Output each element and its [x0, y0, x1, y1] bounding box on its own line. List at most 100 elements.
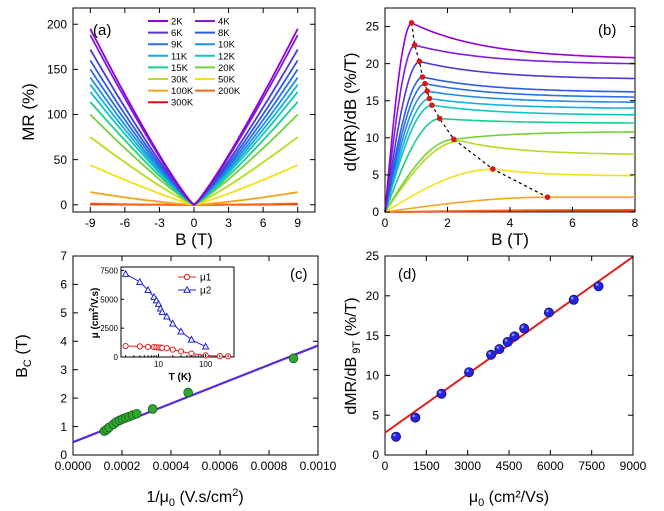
pb-ytick-label: 15: [366, 94, 380, 108]
inset-marker-μ2: [158, 307, 167, 315]
inset-ytick-label: 2500: [100, 324, 118, 333]
peak-marker: [416, 58, 423, 65]
pc-ytick-label: 2: [60, 391, 67, 405]
pc-ytick-label: 7: [60, 249, 67, 263]
dmr-curve-11K: [384, 97, 635, 213]
data-point-d: [519, 323, 530, 334]
pb-ytick-label: 20: [366, 57, 380, 71]
panel-a-ylabel: MR (%): [19, 83, 38, 141]
panel-b-ylabel: d(MR)/dB (%/T): [341, 53, 360, 172]
data-point-d: [494, 344, 505, 355]
pa-xtick-label: -3: [154, 216, 165, 230]
panel-b-series: [384, 20, 636, 213]
panel-d-xlabel: μ0 (cm²/Vs): [469, 489, 549, 509]
data-point-d: [464, 367, 475, 378]
panel-c-xlabel: 1/μ0 (V.s/cm2): [146, 487, 243, 509]
pd-xtick-label: 4500: [496, 459, 523, 473]
peak-marker: [436, 115, 443, 122]
legend-label-300K: 300K: [171, 98, 194, 109]
pb-xtick-label: 8: [632, 216, 639, 230]
data-point-c: [147, 404, 158, 414]
panel-label-c: (c): [290, 266, 308, 283]
pc-ytick-label: 0: [60, 448, 67, 462]
inset-ytick-label: 7500: [100, 266, 118, 275]
inset-legend-label-μ1: μ1: [200, 273, 212, 284]
pc-xtick-label: 0.0006: [202, 459, 239, 473]
dmr-curve-100K: [384, 196, 635, 213]
dmr-curve-50K: [384, 168, 636, 213]
pa-xtick-label: -9: [85, 216, 96, 230]
data-point-c: [288, 353, 299, 364]
legend-label-8K: 8K: [218, 28, 230, 39]
inset-legend-label-μ2: μ2: [200, 286, 212, 297]
pd-xtick-label: 1500: [413, 459, 440, 473]
legend-label-6K: 6K: [171, 28, 183, 39]
data-point-c: [131, 408, 142, 419]
pd-xtick-label: 6000: [537, 459, 564, 473]
panel-a-xlabel: B (T): [175, 230, 213, 249]
panel-b-xlabel: B (T): [491, 230, 529, 249]
data-point-highlight: [595, 283, 599, 287]
dmr-curve-10K: [384, 90, 635, 213]
data-point-d: [436, 388, 447, 399]
pa-xtick-label: 9: [294, 216, 301, 230]
inset-ytick-label: 5000: [100, 295, 118, 304]
pc-ytick-label: 3: [60, 363, 67, 377]
pb-xtick-label: 6: [569, 216, 576, 230]
pa-ytick-label: 50: [54, 153, 68, 167]
peak-marker: [411, 42, 418, 48]
inset-marker-μ1: [144, 343, 152, 350]
dmr-curve-12K: [384, 104, 635, 213]
inset-ylabel: μ (cm2/V.s): [89, 288, 101, 339]
data-point-d: [391, 431, 402, 442]
data-point-highlight: [438, 390, 442, 394]
peak-marker: [450, 136, 457, 143]
peak-marker: [422, 80, 428, 87]
pc-xtick-label: 0.0000: [55, 459, 92, 473]
pa-xtick-label: -6: [120, 216, 131, 230]
inset-marker-μ2: [187, 335, 196, 343]
legend-label-11K: 11K: [171, 51, 188, 62]
legend-label-200K: 200K: [218, 86, 241, 97]
dmr-curve-30K: [384, 139, 635, 213]
pa-ytick-label: 200: [47, 17, 67, 31]
pc-xtick-label: 0.0008: [251, 459, 288, 473]
pd-ytick-label: 0: [372, 448, 379, 462]
data-point-highlight: [521, 325, 525, 329]
peak-marker: [426, 95, 433, 102]
pa-xtick-label: 0: [191, 216, 198, 230]
pa-xtick-label: 3: [225, 216, 232, 230]
inset-marker-μ2: [162, 312, 171, 320]
mr-curve-2K: [89, 28, 299, 207]
pc-xtick-label: 0.0002: [104, 459, 141, 473]
pc-ytick-label: 1: [60, 420, 67, 434]
inset-plot: 0 2500 5000 7500 10 100: [100, 266, 232, 369]
inset-xtick-label: 10: [154, 360, 163, 369]
data-point-c: [183, 387, 193, 398]
dmr-curve-6K: [384, 60, 635, 213]
mr-curve-30K: [89, 136, 299, 206]
inset-marker-μ1: [122, 342, 129, 350]
panel-a: -9 -6 -3 0 3 6 9 0 50 100 150 200 (a) 2K 4K 6K 8K 9K 10K…: [19, 7, 316, 249]
pd-xtick-label: 3000: [454, 459, 481, 473]
legend-label-2K: 2K: [171, 17, 183, 28]
data-point-d: [593, 281, 604, 292]
data-point-d: [568, 294, 579, 305]
pc-xtick-label: 0.0004: [153, 459, 190, 473]
pa-ytick-label: 0: [60, 198, 67, 212]
inset-marker-μ2: [135, 277, 144, 285]
data-point-d: [543, 307, 554, 318]
data-point-highlight: [546, 309, 549, 313]
mr-curve-15K: [89, 101, 299, 206]
panel-b-axes: 0 2 4 6 8 0 5 10 15 20 25: [366, 8, 639, 230]
data-point-d: [410, 412, 421, 423]
data-point-highlight: [570, 296, 574, 300]
pb-xtick-label: 2: [444, 216, 451, 230]
pc-ytick-label: 4: [60, 334, 67, 348]
inset-marker-μ2: [177, 327, 185, 335]
inset-marker-μ2: [201, 342, 210, 350]
